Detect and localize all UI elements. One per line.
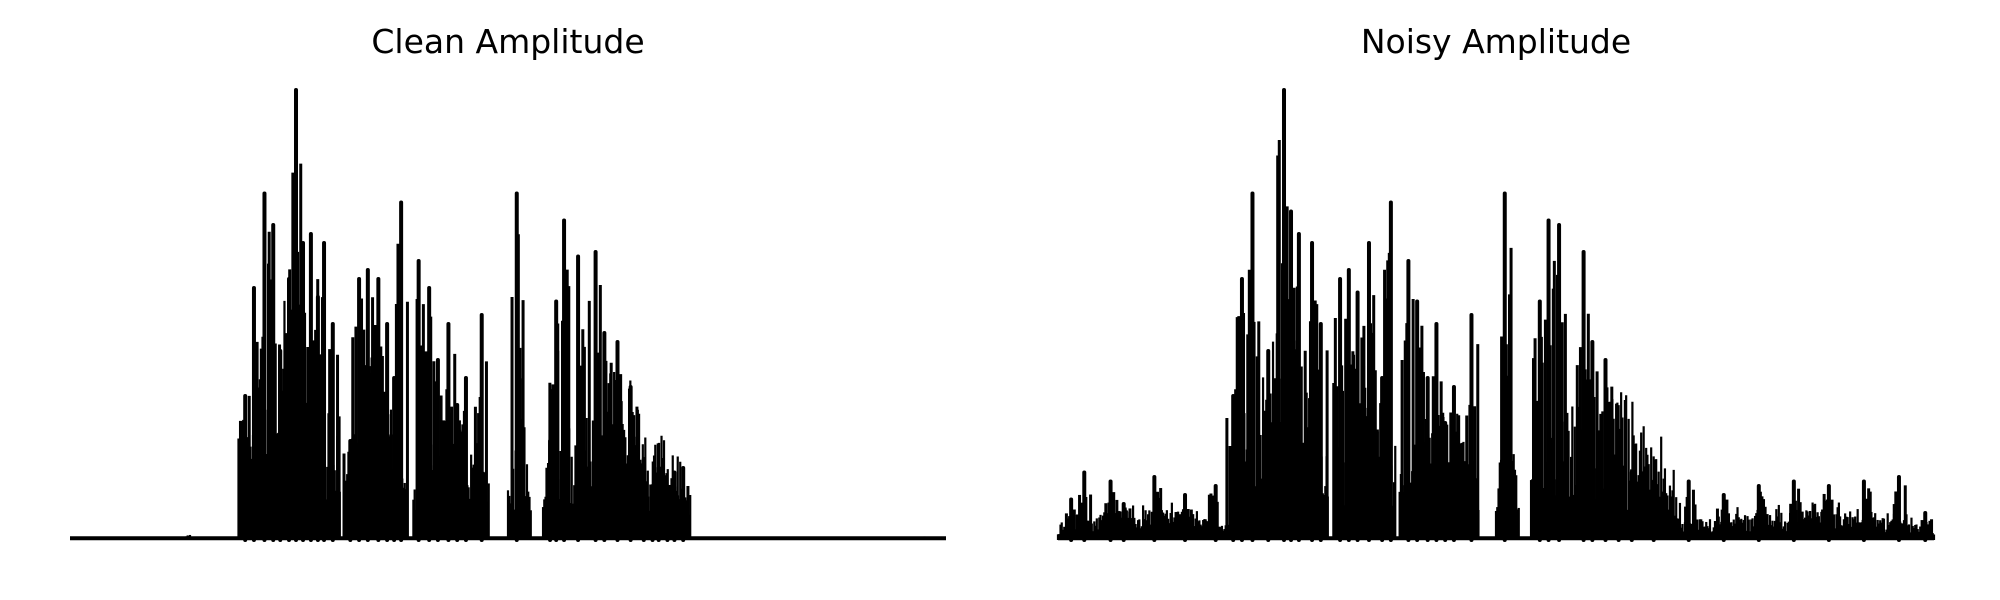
clean-amplitude-title: Clean Amplitude — [371, 22, 645, 61]
clean-amplitude-segment — [185, 534, 192, 540]
noisy-amplitude-title: Noisy Amplitude — [1360, 22, 1632, 61]
clean-amplitude-segment — [922, 536, 928, 540]
noisy-amplitude-plot — [1056, 88, 1936, 542]
clean-amplitude-plot — [70, 88, 946, 542]
